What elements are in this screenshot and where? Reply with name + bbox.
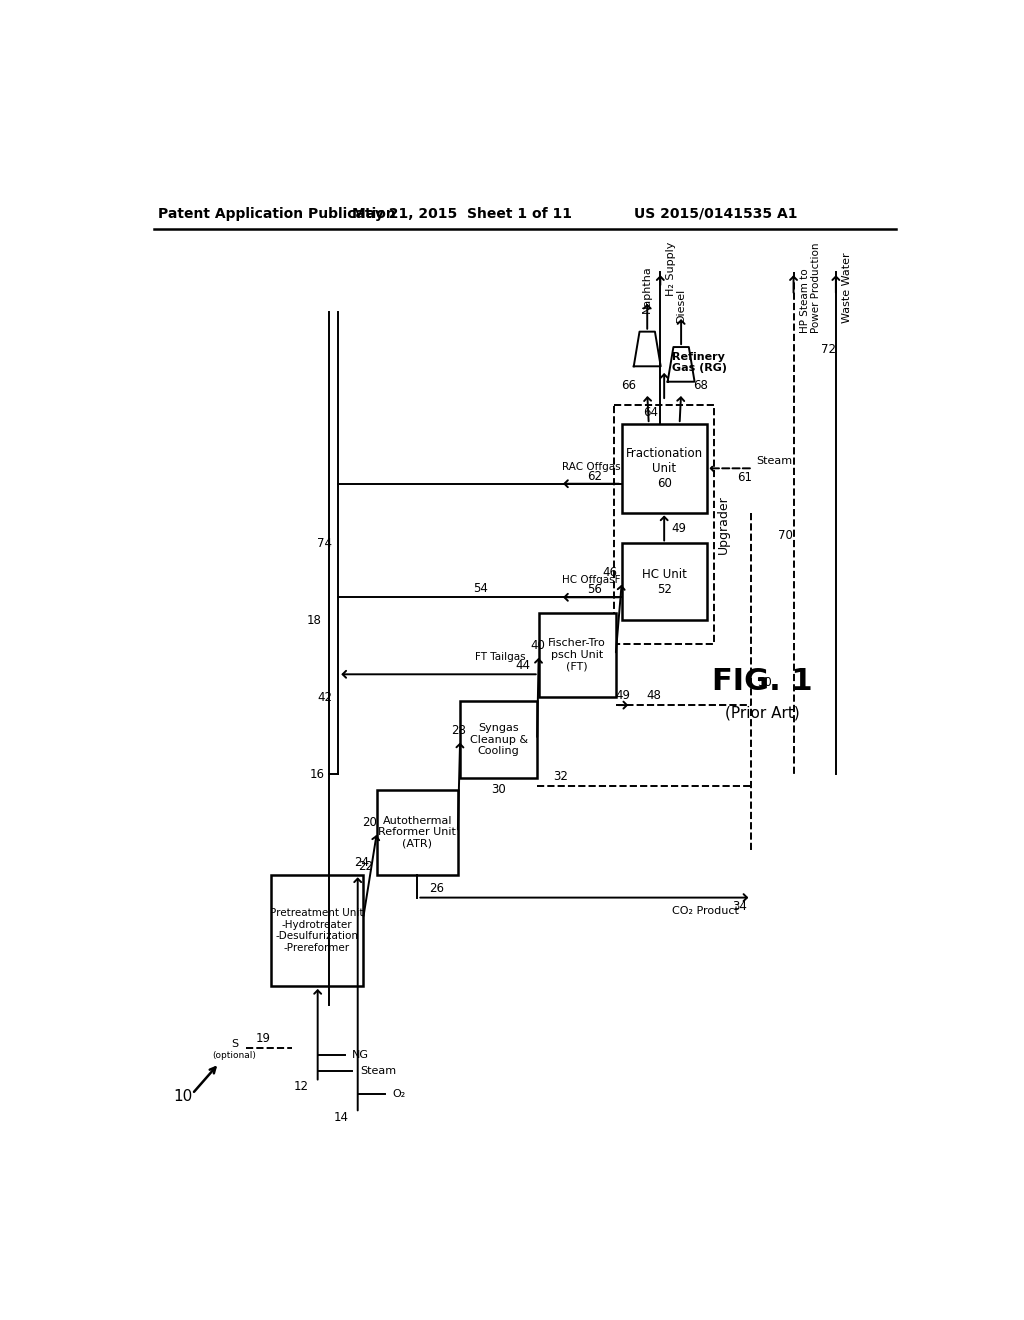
Text: 49: 49 [672,521,687,535]
Text: H₂ Supply: H₂ Supply [667,242,677,296]
Text: 50: 50 [758,676,772,689]
Text: 26: 26 [429,882,444,895]
Text: 14: 14 [334,1110,348,1123]
Text: 56: 56 [588,583,602,597]
Text: 19: 19 [256,1032,270,1045]
Text: 12: 12 [294,1080,308,1093]
Text: US 2015/0141535 A1: US 2015/0141535 A1 [634,207,798,220]
Text: HP Steam to
Power Production: HP Steam to Power Production [800,243,821,333]
Text: 68: 68 [692,379,708,392]
Text: Fischer-Tro
psch Unit
(FT): Fischer-Tro psch Unit (FT) [548,639,606,672]
Text: Naphtha: Naphtha [642,265,652,313]
Text: 72: 72 [820,343,836,356]
Text: 62: 62 [588,470,602,483]
Text: 16: 16 [310,768,326,781]
Text: 20: 20 [362,816,378,829]
Bar [377,789,458,875]
Text: 24: 24 [354,857,369,870]
Bar [460,701,538,779]
Text: S: S [231,1039,238,1049]
Text: O₂: O₂ [392,1089,406,1100]
Text: Upgrader: Upgrader [717,495,730,553]
Text: Autothermal
Reformer Unit
(ATR): Autothermal Reformer Unit (ATR) [379,816,457,849]
Text: FT Tailgas: FT Tailgas [475,652,525,663]
Text: 64: 64 [643,407,658,418]
Text: 61: 61 [737,471,753,484]
Text: Refinery
Gas (RG): Refinery Gas (RG) [672,351,727,374]
Text: Patent Application Publication: Patent Application Publication [158,207,395,220]
Bar [614,405,714,644]
Text: (Prior Art): (Prior Art) [725,705,800,721]
Text: NG: NG [352,1051,370,1060]
Text: 48: 48 [647,689,662,702]
Text: 40: 40 [530,639,546,652]
Text: HC Unit
52: HC Unit 52 [642,568,687,595]
Text: CO₂ Product: CO₂ Product [672,907,738,916]
Text: Syngas
Cleanup &
Cooling: Syngas Cleanup & Cooling [470,723,527,756]
Text: 49: 49 [615,689,631,702]
Text: RAC Offgas: RAC Offgas [562,462,621,471]
Text: 32: 32 [553,770,567,783]
Text: 54: 54 [473,582,487,594]
Text: May 21, 2015  Sheet 1 of 11: May 21, 2015 Sheet 1 of 11 [351,207,571,220]
Text: 44: 44 [516,659,530,672]
Bar [622,424,707,512]
Text: 74: 74 [317,537,332,550]
Text: 22: 22 [358,861,373,874]
Text: FIG. 1: FIG. 1 [712,668,812,697]
Text: Pretreatment Unit
-Hydrotreater
-Desulfurization
-Prereformer: Pretreatment Unit -Hydrotreater -Desulfu… [270,908,364,953]
Text: 28: 28 [452,723,466,737]
Text: 34: 34 [732,900,748,913]
Bar [539,612,615,697]
Text: 66: 66 [621,379,636,392]
Text: Steam: Steam [757,455,793,466]
Text: Steam: Steam [360,1065,396,1076]
Text: HC OffgasF: HC OffgasF [562,576,621,585]
Bar [622,544,707,620]
Text: Waste Water: Waste Water [842,252,852,323]
Text: 18: 18 [306,614,322,627]
Text: 10: 10 [173,1089,193,1104]
Text: Diesel: Diesel [676,288,686,322]
Text: 42: 42 [317,690,332,704]
Text: Fractionation
Unit
60: Fractionation Unit 60 [626,447,702,490]
Text: (optional): (optional) [213,1051,256,1060]
Text: 70: 70 [778,529,794,543]
Bar [270,874,364,986]
Text: 30: 30 [492,783,506,796]
Text: 46: 46 [603,566,617,579]
